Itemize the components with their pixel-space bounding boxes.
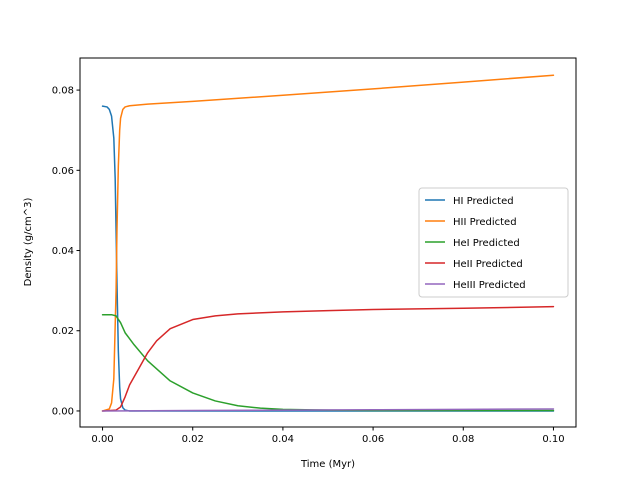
- series-line-4: [101, 408, 555, 412]
- y-axis-label: Density (g/cm^3): [23, 198, 34, 287]
- series-line-3: [101, 305, 555, 412]
- legend-label: HeIII Predicted: [453, 280, 526, 291]
- series-line-1: [101, 74, 555, 412]
- y-tick-label: 0.04: [52, 246, 74, 257]
- x-tick-label: 0.04: [272, 434, 294, 445]
- legend: HI Predicted HII Predicted HeI Predicted He…: [418, 187, 569, 298]
- legend-box: [418, 187, 569, 298]
- x-axis-label: Time (Myr): [300, 459, 355, 470]
- x-tick-label: 0.08: [452, 434, 474, 445]
- axes-frame: [79, 57, 577, 428]
- legend-label: HeI Predicted: [453, 238, 520, 249]
- y-tick-label: 0.06: [52, 166, 74, 177]
- y-tick-label: 0.02: [52, 326, 74, 337]
- legend-label: HII Predicted: [453, 217, 517, 228]
- y-tick-label: 0.08: [52, 86, 74, 97]
- legend-label: HI Predicted: [453, 196, 514, 207]
- x-axis: 0.00 0.02 0.04 0.06 0.08 0.10: [91, 427, 565, 445]
- x-tick-label: 0.00: [91, 434, 113, 445]
- x-tick-label: 0.06: [362, 434, 384, 445]
- x-tick-label: 0.10: [542, 434, 564, 445]
- x-tick-label: 0.02: [182, 434, 204, 445]
- series-layer: [101, 74, 555, 412]
- y-axis: 0.00 0.02 0.04 0.06 0.08: [52, 86, 80, 417]
- legend-label: HeII Predicted: [453, 259, 523, 270]
- y-tick-label: 0.00: [52, 406, 74, 417]
